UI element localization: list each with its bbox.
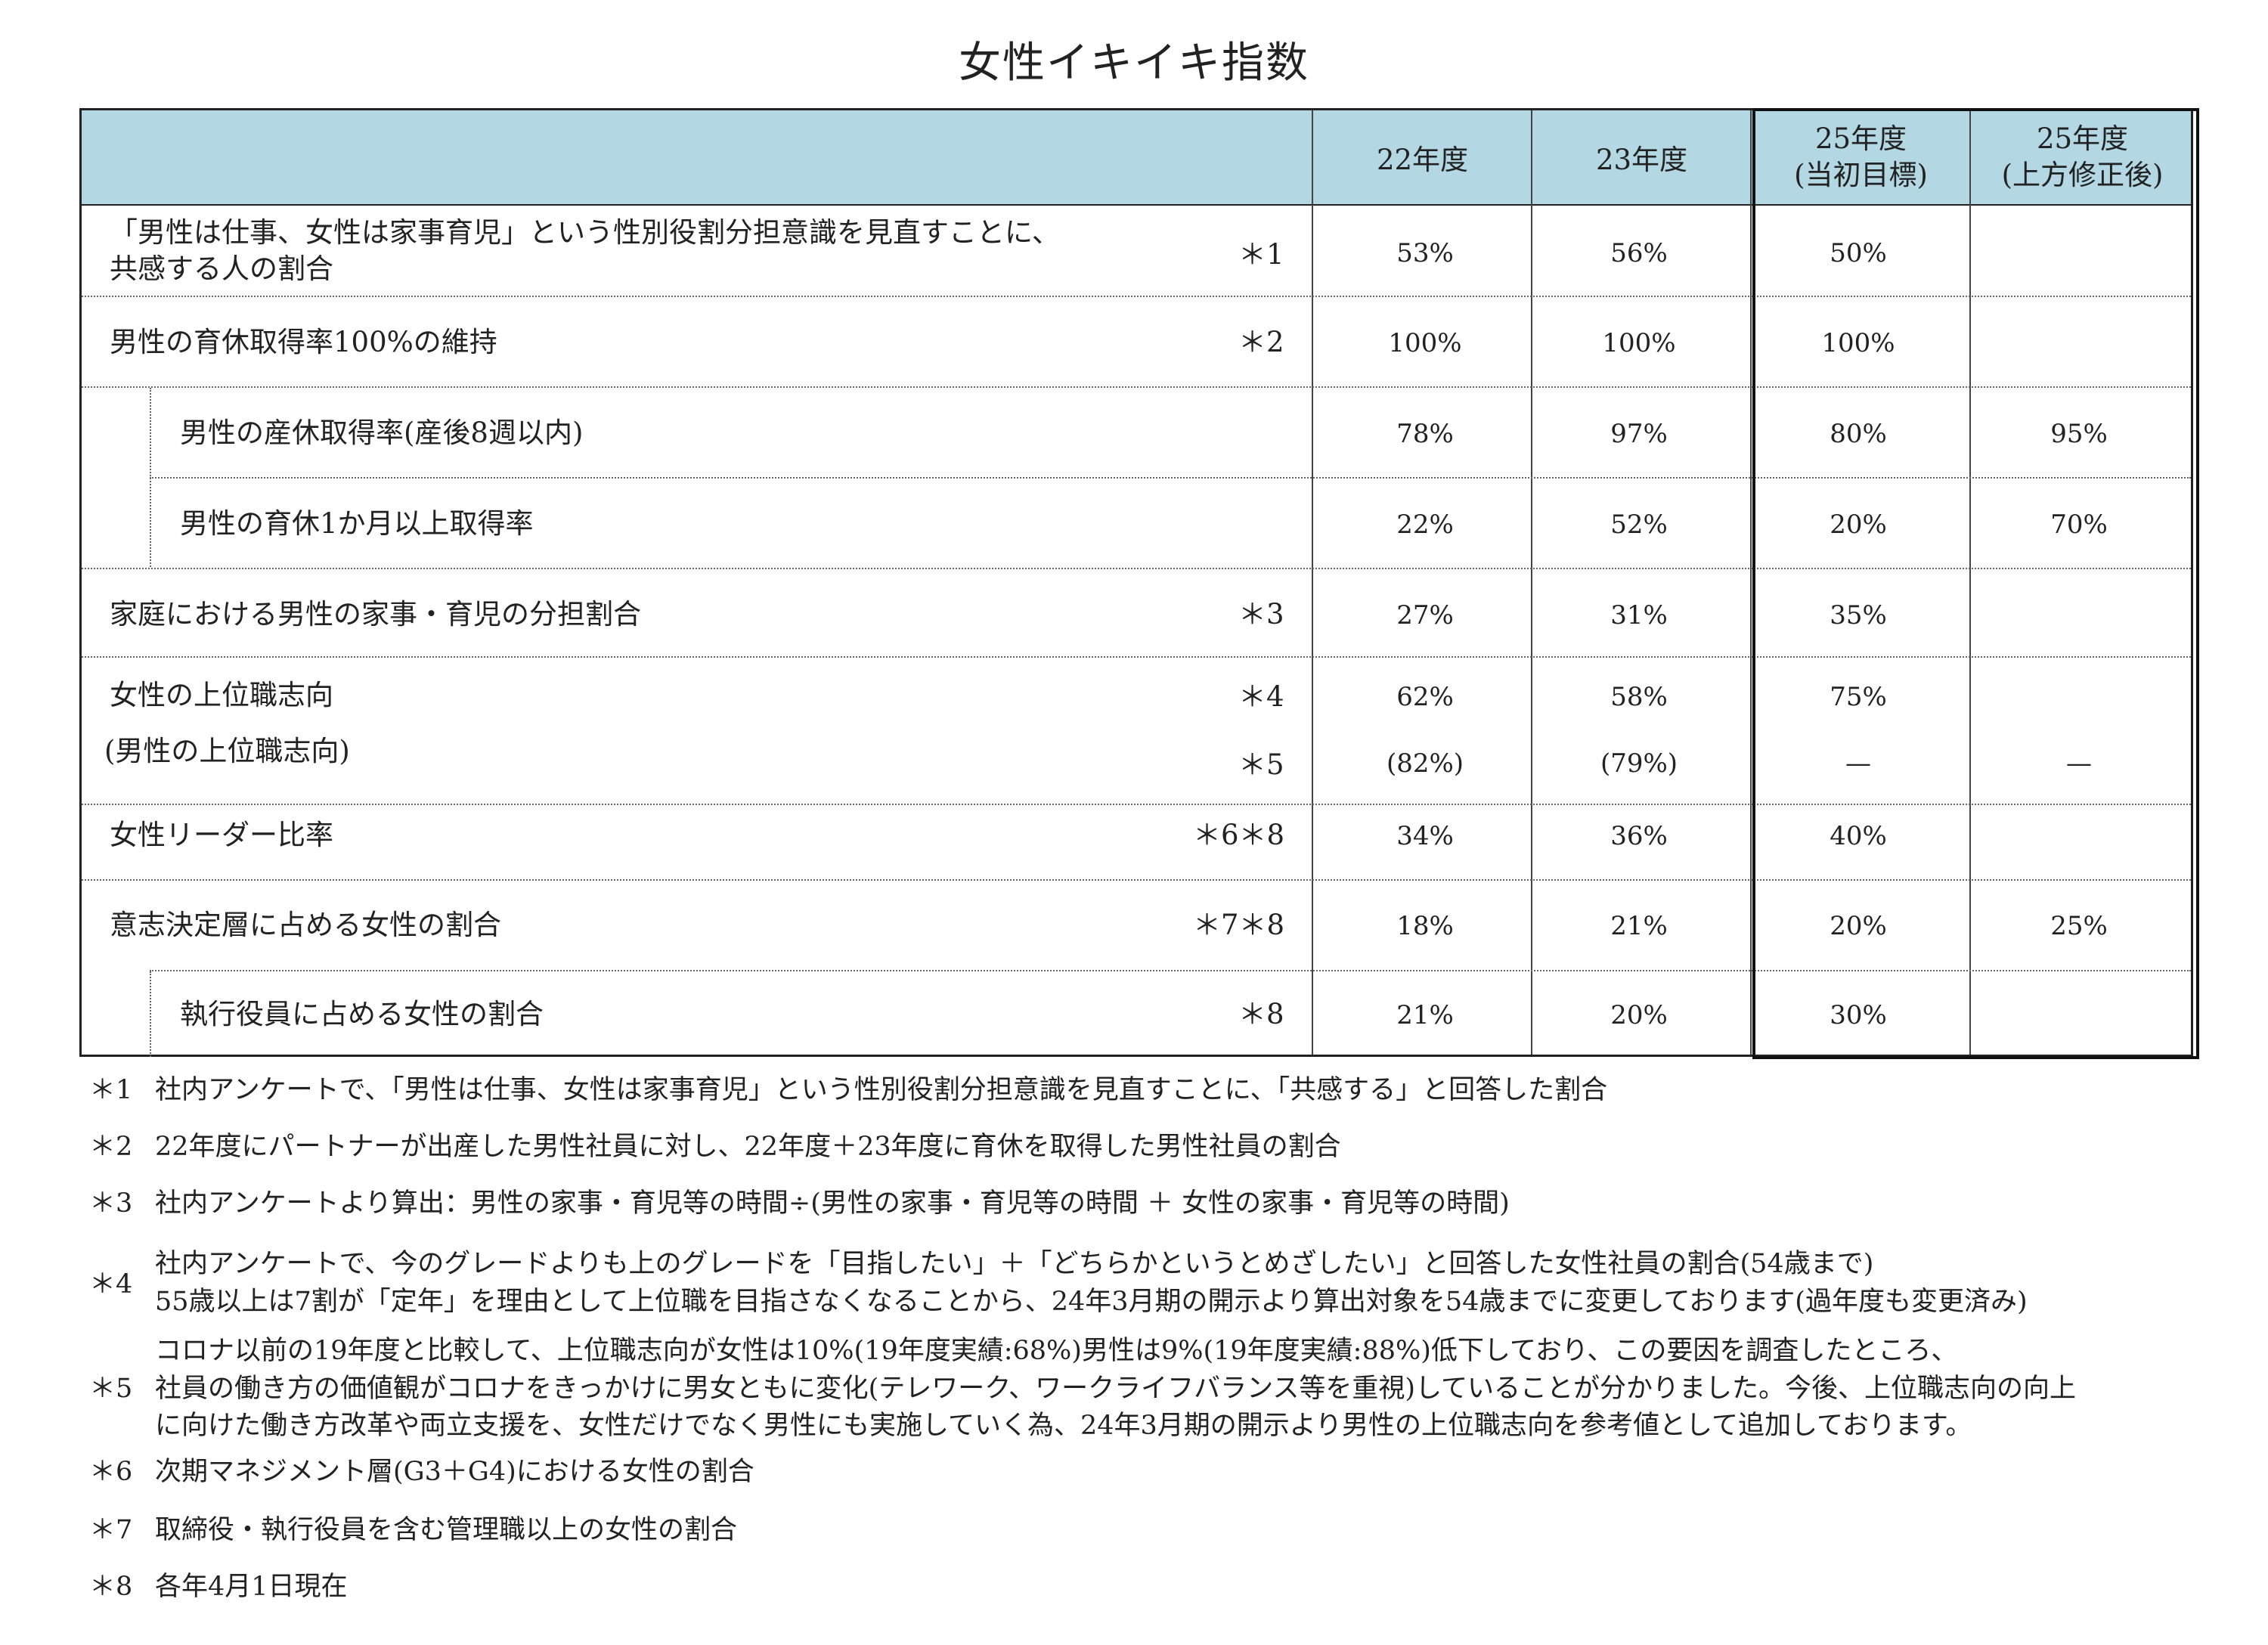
- footnote-mark: ＊2: [89, 1132, 133, 1162]
- table-header: [82, 110, 2191, 206]
- row-label: (男性の上位職志向): [104, 735, 350, 767]
- footnote-mark: ＊8: [89, 1572, 133, 1602]
- row-divider: [82, 296, 2191, 297]
- row-label: 女性の上位職志向: [110, 679, 333, 711]
- cell-23: 31%: [1610, 600, 1668, 630]
- cell-23: 52%: [1610, 510, 1668, 540]
- header-25-target: 25年度 (当初目標): [1794, 122, 1928, 192]
- col-divider: [1969, 110, 1971, 1055]
- cell-23: 36%: [1610, 821, 1668, 851]
- row-label: 意志決定層に占める女性の割合: [110, 909, 501, 941]
- cell-25-target: 20%: [1830, 510, 1887, 540]
- cell-25-revised: 70%: [2050, 510, 2108, 540]
- col-divider: [1312, 110, 1313, 1055]
- cell-25-target: 35%: [1830, 600, 1887, 630]
- cell-23: 100%: [1602, 328, 1676, 358]
- cell-23: 20%: [1610, 1000, 1668, 1030]
- footnote-text: 22年度にパートナーが出産した男性社員に対し、22年度＋23年度に育休を取得した…: [155, 1132, 1341, 1162]
- row-divider: [150, 477, 2191, 479]
- row-label: 男性の育休取得率100%の維持: [110, 326, 497, 358]
- header-22: 22年度: [1376, 144, 1469, 176]
- row-divider: [82, 879, 2191, 881]
- footnote-mark: ＊5: [89, 1374, 133, 1404]
- cell-22: (82%): [1386, 748, 1464, 779]
- row-note: ＊8: [1238, 998, 1284, 1030]
- footnote-text: コロナ以前の19年度と比較して、上位職志向が女性は10%(19年度実績:68%)…: [155, 1336, 2077, 1442]
- cell-22: 53%: [1396, 238, 1454, 268]
- row-label: 執行役員に占める女性の割合: [180, 998, 544, 1030]
- row-note: ＊4: [1238, 680, 1284, 713]
- cell-25-revised: 95%: [2050, 419, 2108, 449]
- row-note: ＊7＊8: [1193, 909, 1285, 941]
- cell-22: 34%: [1396, 821, 1454, 851]
- cell-22: 22%: [1396, 510, 1454, 540]
- row-label: 男性の育休1か月以上取得率: [180, 507, 534, 540]
- index-table: 22年度 23年度 25年度 (当初目標) 25年度 (上方修正後): [79, 108, 2199, 1059]
- cell-22: 62%: [1396, 682, 1454, 712]
- row-divider: [82, 386, 2191, 388]
- row-label: 家庭における男性の家事・育児の分担割合: [110, 598, 641, 630]
- cell-23: 58%: [1610, 682, 1668, 712]
- row-label: 男性の産休取得率(産後8週以内): [180, 417, 584, 449]
- cell-22: 78%: [1396, 419, 1454, 449]
- cell-22: 27%: [1396, 600, 1454, 630]
- row-label: 「男性は仕事、女性は家事育児」という性別役割分担意識を見直すことに、 共感する人…: [110, 216, 1060, 286]
- header-25-revised: 25年度 (上方修正後): [2001, 122, 2164, 192]
- footnote-mark: ＊7: [89, 1515, 133, 1545]
- cell-22: 100%: [1388, 328, 1462, 358]
- row-note: ＊3: [1238, 598, 1284, 630]
- cell-25-target: 80%: [1830, 419, 1887, 449]
- row-divider: [82, 656, 2191, 658]
- cell-23: 56%: [1610, 238, 1668, 268]
- cell-23: (79%): [1600, 748, 1678, 779]
- col-divider: [1531, 110, 1532, 1055]
- cell-25-target: 40%: [1830, 821, 1887, 851]
- footnote-text: 社内アンケートより算出：男性の家事・育児等の時間÷(男性の家事・育児等の時間 ＋…: [155, 1188, 1510, 1219]
- cell-25-revised: —: [2066, 748, 2092, 779]
- footnote-text: 取締役・執行役員を含む管理職以上の女性の割合: [155, 1515, 738, 1545]
- page-title: 女性イキイキ指数: [959, 39, 1309, 88]
- cell-25-target: 30%: [1830, 1000, 1887, 1030]
- cell-25-target: 20%: [1830, 911, 1887, 941]
- sub-row-guide: [150, 971, 151, 1057]
- row-divider: [150, 970, 2191, 971]
- row-note: ＊6＊8: [1193, 819, 1285, 851]
- footnote-text: 社内アンケートで、「男性は仕事、女性は家事育児」という性別役割分担意識を見直すこ…: [155, 1075, 1608, 1105]
- footnote-mark: ＊1: [89, 1075, 133, 1105]
- cell-22: 18%: [1396, 911, 1454, 941]
- footnote-text: 次期マネジメント層(G3＋G4)における女性の割合: [155, 1457, 754, 1487]
- row-divider: [82, 568, 2191, 569]
- cell-23: 97%: [1610, 419, 1668, 449]
- cell-25-target: —: [1845, 748, 1871, 779]
- footnote-text: 各年4月1日現在: [155, 1572, 348, 1602]
- cell-25-revised: 25%: [2050, 911, 2108, 941]
- cell-25-target: 75%: [1830, 682, 1887, 712]
- row-label: 女性リーダー比率: [110, 819, 333, 851]
- row-note: ＊5: [1238, 748, 1284, 781]
- footnote-mark: ＊3: [89, 1188, 133, 1219]
- row-divider: [82, 804, 2191, 805]
- row-note: ＊1: [1238, 238, 1284, 271]
- footnote-mark: ＊4: [89, 1269, 133, 1300]
- footnote-text: 社内アンケートで、今のグレードよりも上のグレードを「目指したい」＋「どちらかとい…: [155, 1249, 2028, 1317]
- cell-22: 21%: [1396, 1000, 1454, 1030]
- cell-25-target: 50%: [1830, 238, 1887, 268]
- footnote-mark: ＊6: [89, 1457, 133, 1487]
- row-note: ＊2: [1238, 326, 1284, 358]
- cell-23: 21%: [1610, 911, 1668, 941]
- header-23: 23年度: [1595, 144, 1688, 176]
- cell-25-target: 100%: [1821, 328, 1895, 358]
- col-divider: [1750, 110, 1752, 1055]
